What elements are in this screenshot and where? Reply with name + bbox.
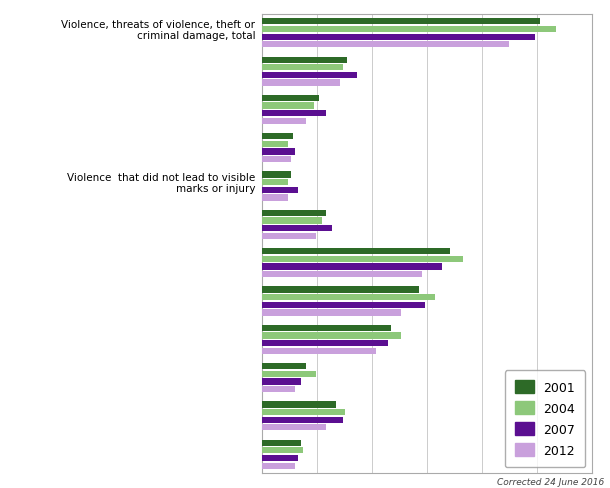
Bar [262, 157, 291, 163]
Bar [262, 73, 357, 79]
Bar [262, 187, 298, 194]
Bar [262, 440, 301, 446]
Bar [262, 172, 291, 178]
Bar [262, 111, 326, 117]
Bar [262, 65, 343, 71]
Bar [262, 195, 288, 201]
Bar [262, 294, 436, 301]
Bar [262, 134, 293, 140]
Bar [262, 310, 401, 316]
Bar [262, 463, 295, 469]
Bar [262, 149, 295, 155]
Bar [262, 58, 346, 63]
Bar [262, 218, 322, 224]
Bar [262, 96, 319, 102]
Bar [262, 119, 306, 125]
Bar [262, 264, 442, 270]
Bar [262, 19, 540, 25]
Bar [262, 340, 388, 346]
Bar [262, 233, 316, 240]
Bar [262, 271, 422, 278]
Bar [262, 409, 345, 415]
Text: Corrected 24 June 2016: Corrected 24 June 2016 [497, 477, 604, 486]
Bar [262, 333, 401, 339]
Bar [262, 225, 332, 232]
Bar [262, 455, 298, 461]
Bar [262, 210, 326, 217]
Bar [262, 256, 463, 263]
Bar [262, 325, 391, 331]
Text: Violence, threats of violence, theft or
criminal damage, total: Violence, threats of violence, theft or … [62, 20, 256, 41]
Text: Violence  that did not lead to visible
marks or injury: Violence that did not lead to visible ma… [67, 172, 256, 194]
Bar [262, 417, 343, 423]
Bar [262, 180, 288, 186]
Bar [262, 348, 376, 354]
Bar [262, 402, 337, 407]
Bar [262, 142, 288, 148]
Bar [262, 103, 314, 109]
Bar [262, 386, 295, 392]
Bar [262, 371, 316, 377]
Bar [262, 248, 450, 255]
Bar [262, 287, 418, 293]
Legend: 2001, 2004, 2007, 2012: 2001, 2004, 2007, 2012 [505, 370, 586, 467]
Bar [262, 379, 301, 385]
Bar [262, 363, 306, 369]
Bar [262, 42, 509, 48]
Bar [262, 302, 425, 308]
Bar [262, 27, 556, 33]
Bar [262, 35, 535, 41]
Bar [262, 447, 304, 453]
Bar [262, 425, 326, 430]
Bar [262, 81, 340, 86]
